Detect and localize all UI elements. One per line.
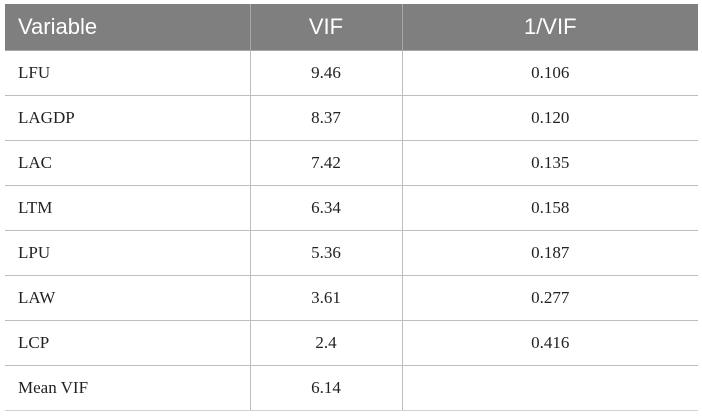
cell-inverse-vif: 0.277 — [401, 275, 698, 321]
header-row: Variable VIF 1/VIF — [5, 4, 698, 51]
cell-inverse-vif: 0.158 — [401, 185, 698, 231]
cell-inverse-vif: 0.416 — [401, 320, 698, 366]
table-row: LTM 6.34 0.158 — [5, 185, 698, 231]
header-inverse-vif: 1/VIF — [402, 4, 698, 51]
table-row: LAW 3.61 0.277 — [5, 275, 698, 321]
table-row-mean: Mean VIF 6.14 — [5, 365, 698, 411]
cell-variable: LAW — [5, 275, 251, 321]
table-row: LAC 7.42 0.135 — [5, 140, 698, 186]
cell-vif: 8.37 — [249, 95, 403, 141]
cell-vif: 3.61 — [249, 275, 403, 321]
cell-inverse-vif: 0.135 — [401, 140, 698, 186]
cell-vif: 2.4 — [249, 320, 403, 366]
cell-variable: LAGDP — [5, 95, 251, 141]
cell-inverse-vif — [401, 365, 698, 411]
cell-vif: 9.46 — [249, 50, 403, 96]
table-row: LFU 9.46 0.106 — [5, 50, 698, 96]
cell-vif: 7.42 — [249, 140, 403, 186]
cell-inverse-vif: 0.106 — [401, 50, 698, 96]
cell-variable: LTM — [5, 185, 251, 231]
cell-variable: LFU — [5, 50, 251, 96]
table-row: LPU 5.36 0.187 — [5, 230, 698, 276]
table-row: LCP 2.4 0.416 — [5, 320, 698, 366]
cell-variable: LCP — [5, 320, 251, 366]
cell-variable: LAC — [5, 140, 251, 186]
cell-vif: 6.14 — [249, 365, 403, 411]
cell-vif: 6.34 — [249, 185, 403, 231]
cell-vif: 5.36 — [249, 230, 403, 276]
table-row: LAGDP 8.37 0.120 — [5, 95, 698, 141]
cell-variable: Mean VIF — [5, 365, 251, 411]
cell-inverse-vif: 0.120 — [401, 95, 698, 141]
header-vif: VIF — [250, 4, 403, 51]
vif-table: Variable VIF 1/VIF LFU 9.46 0.106 LAGDP … — [5, 4, 698, 411]
cell-inverse-vif: 0.187 — [401, 230, 698, 276]
cell-variable: LPU — [5, 230, 251, 276]
header-variable: Variable — [5, 4, 251, 51]
